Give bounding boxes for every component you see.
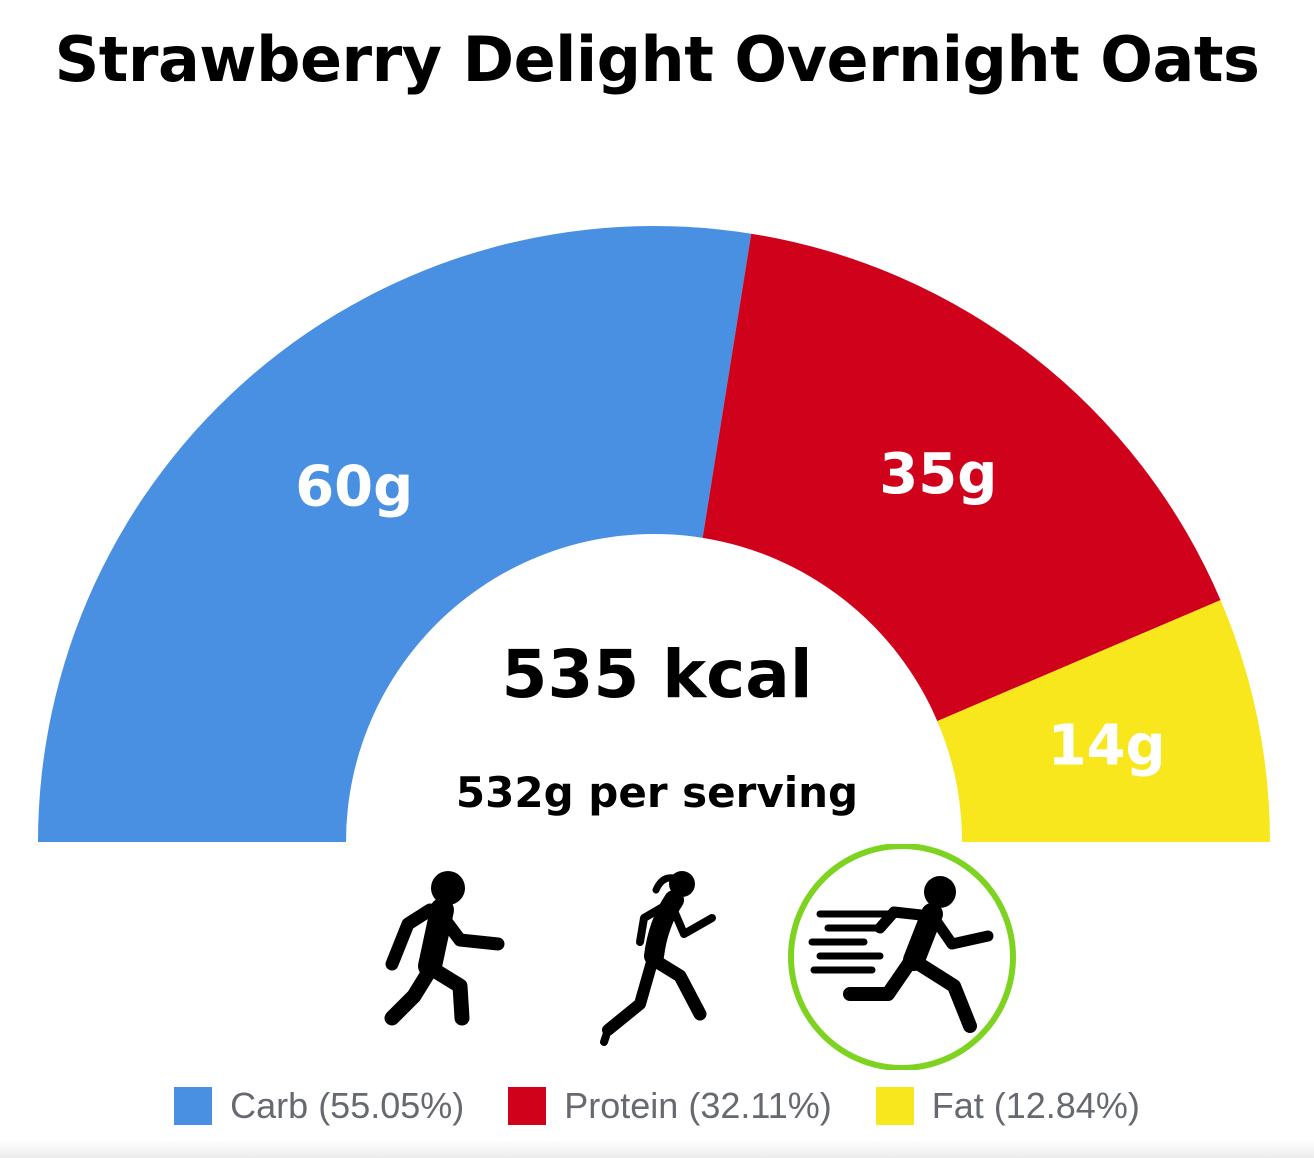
sprinting-person-icon bbox=[788, 844, 1016, 1070]
walking-person-icon bbox=[384, 871, 505, 1026]
slice-label-protein: 35g bbox=[879, 442, 997, 507]
bottom-edge-shade bbox=[0, 1140, 1314, 1158]
slice-label-carb: 60g bbox=[295, 455, 413, 520]
legend-swatch-fat bbox=[875, 1087, 914, 1125]
running-woman-icon bbox=[600, 871, 716, 1046]
slice-protein bbox=[702, 233, 1221, 722]
slice-carb bbox=[38, 226, 752, 842]
slice-label-fat: 14g bbox=[1048, 714, 1166, 779]
calorie-total: 535 kcal bbox=[501, 636, 813, 713]
legend-item-carb: Carb (55.05%) bbox=[174, 1085, 464, 1127]
legend-label-carb: Carb (55.05%) bbox=[230, 1085, 465, 1126]
slice-fat bbox=[937, 600, 1270, 842]
legend-item-protein: Protein (32.11%) bbox=[508, 1085, 832, 1127]
legend-label-protein: Protein (32.11%) bbox=[564, 1085, 832, 1126]
highlight-ring bbox=[788, 844, 1016, 1070]
chart-legend: Carb (55.05%) Protein (32.11%) Fat (12.8… bbox=[0, 1082, 1314, 1130]
legend-swatch-protein bbox=[508, 1087, 547, 1125]
legend-item-fat: Fat (12.84%) bbox=[875, 1085, 1140, 1127]
legend-swatch-carb bbox=[174, 1087, 213, 1125]
legend-label-fat: Fat (12.84%) bbox=[931, 1085, 1140, 1126]
serving-size: 532g per serving bbox=[455, 768, 859, 817]
chart-title: Strawberry Delight Overnight Oats bbox=[54, 23, 1260, 96]
